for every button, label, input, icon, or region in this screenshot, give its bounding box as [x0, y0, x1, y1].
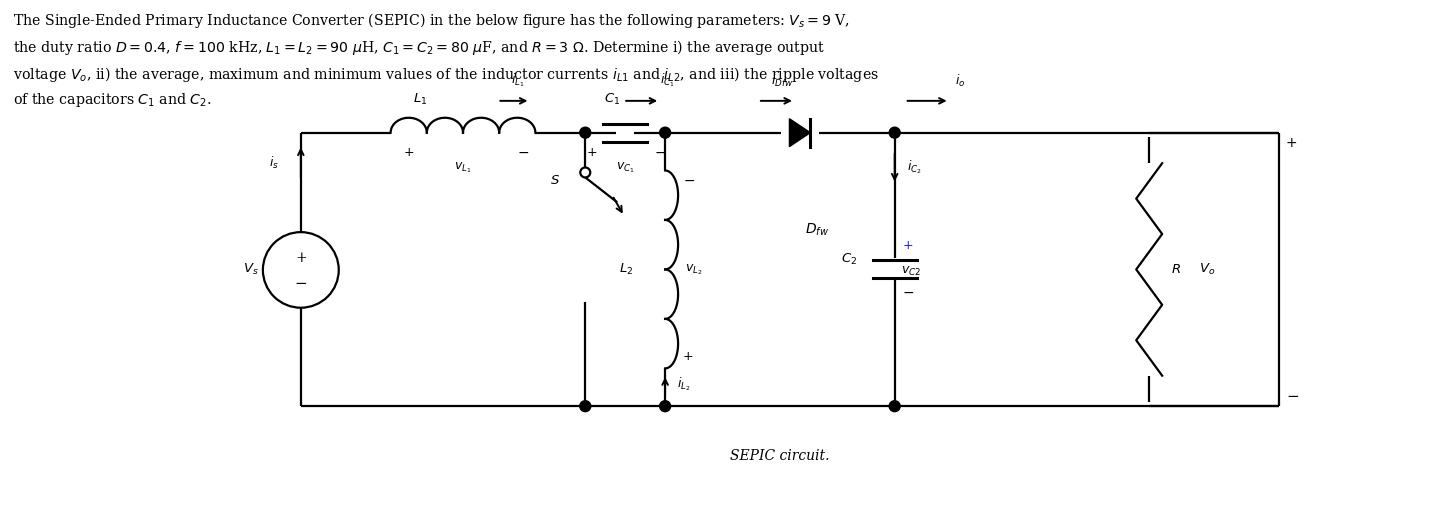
Text: $L_2$: $L_2$	[619, 262, 632, 277]
Text: $L_1$: $L_1$	[413, 92, 427, 107]
Text: $v_{C2}$: $v_{C2}$	[900, 265, 920, 278]
Text: −: −	[1285, 389, 1298, 404]
Text: −: −	[683, 174, 695, 187]
Text: $R$: $R$	[1170, 263, 1181, 276]
Circle shape	[580, 401, 590, 412]
Text: +: +	[903, 239, 913, 252]
Text: +: +	[1285, 136, 1297, 150]
Text: $V_o$: $V_o$	[1200, 262, 1216, 277]
Text: −: −	[295, 277, 307, 291]
Text: $i_{L_1}$: $i_{L_1}$	[510, 71, 525, 89]
Text: $S$: $S$	[550, 174, 560, 187]
Circle shape	[660, 127, 670, 138]
Text: $v_{L_2}$: $v_{L_2}$	[685, 262, 702, 276]
Text: SEPIC circuit.: SEPIC circuit.	[730, 449, 830, 463]
Text: $v_{C_1}$: $v_{C_1}$	[616, 161, 634, 175]
Text: $C_2$: $C_2$	[840, 252, 856, 267]
Circle shape	[890, 401, 900, 412]
Text: $i_o$: $i_o$	[955, 73, 965, 89]
Text: $V_s$: $V_s$	[243, 262, 259, 278]
Text: $v_{L_1}$: $v_{L_1}$	[454, 161, 471, 175]
Text: −: −	[654, 145, 666, 160]
Text: +: +	[403, 146, 414, 159]
Text: −: −	[518, 145, 529, 160]
Text: +: +	[683, 350, 694, 363]
Text: +: +	[295, 251, 307, 265]
Text: The Single-Ended Primary Inductance Converter (SEPIC) in the below figure has th: The Single-Ended Primary Inductance Conv…	[13, 11, 880, 109]
Circle shape	[580, 127, 590, 138]
Text: $i_{L_2}$: $i_{L_2}$	[678, 375, 691, 393]
Text: $i_{C_1}$: $i_{C_1}$	[660, 71, 675, 89]
Text: $i_{C_2}$: $i_{C_2}$	[907, 159, 922, 176]
Polygon shape	[790, 119, 810, 146]
Circle shape	[890, 127, 900, 138]
Text: +: +	[587, 146, 598, 159]
Text: $C_1$: $C_1$	[603, 92, 621, 107]
Text: −: −	[903, 286, 915, 301]
Circle shape	[660, 401, 670, 412]
Text: $i_s$: $i_s$	[269, 155, 279, 170]
Text: $D_{fw}$: $D_{fw}$	[806, 222, 829, 239]
Text: $i_{Dfw}$: $i_{Dfw}$	[771, 73, 792, 89]
